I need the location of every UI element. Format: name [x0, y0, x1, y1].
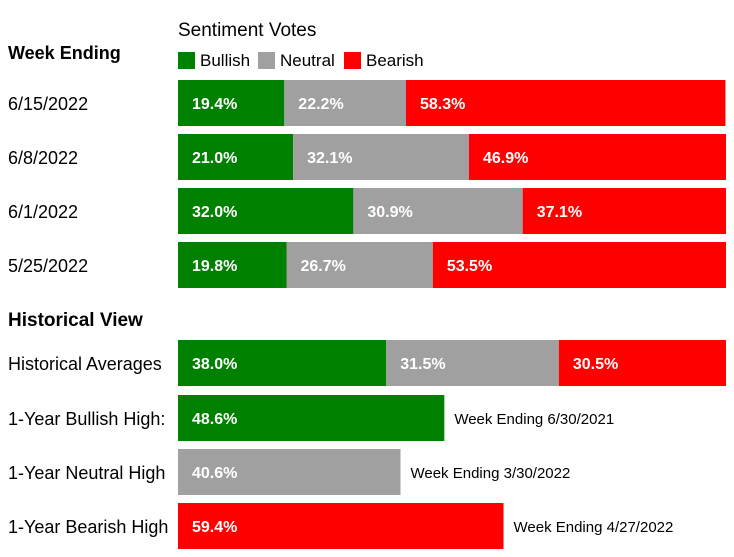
row-label-1-year-bearish-high: 1-Year Bearish High	[8, 517, 168, 537]
bar-6-15-2022-bearish	[405, 80, 726, 126]
bar-1-year-bullish-high	[178, 395, 445, 441]
bar-label-6-1-2022-bearish: 37.1%	[537, 204, 582, 221]
bar-label-5-25-2022-bullish: 19.8%	[192, 258, 237, 275]
bar-label-5-25-2022-bearish: 53.5%	[447, 258, 492, 275]
row-label-6-1-2022: 6/1/2022	[8, 202, 78, 222]
week-note-1-year-bearish-high: Week Ending 4/27/2022	[514, 519, 674, 536]
legend-swatch-bullish	[178, 52, 195, 69]
legend-swatch-neutral	[258, 52, 275, 69]
bar-6-8-2022-bullish	[178, 134, 294, 180]
historical-view-header: Historical View	[8, 310, 143, 331]
bar-label-6-1-2022-bullish: 32.0%	[192, 204, 237, 221]
bar-1-year-neutral-high	[178, 449, 401, 495]
bar-5-25-2022-bearish	[432, 242, 726, 288]
legend-label-neutral: Neutral	[280, 51, 335, 70]
bar-label-historical-averages-bearish: 30.5%	[573, 356, 618, 373]
bar-6-1-2022-neutral	[353, 188, 523, 234]
bar-6-8-2022-bearish	[468, 134, 726, 180]
bar-label-6-8-2022-neutral: 32.1%	[307, 150, 352, 167]
bar-label-6-1-2022-neutral: 30.9%	[367, 204, 412, 221]
legend-label-bearish: Bearish	[366, 51, 424, 70]
row-label-1-year-bullish-high: 1-Year Bullish High:	[8, 409, 165, 429]
weekly-rows: 6/15/2022 19.4% 22.2% 58.3% 6/8/2022 21.0% 32.…	[8, 80, 726, 288]
legend-swatch-bearish	[344, 52, 361, 69]
bar-label-5-25-2022-neutral: 26.7%	[301, 258, 346, 275]
bar-6-15-2022-bullish	[178, 80, 285, 126]
bar-label-1-year-bullish-high: 48.6%	[192, 411, 237, 428]
bar-historical-averages-bearish	[558, 340, 726, 386]
legend-title: Sentiment Votes	[178, 20, 316, 41]
bar-label-1-year-neutral-high: 40.6%	[192, 465, 237, 482]
bar-historical-averages-bullish	[178, 340, 387, 386]
row-label-historical-averages: Historical Averages	[8, 354, 162, 374]
bar-6-8-2022-neutral	[293, 134, 469, 180]
week-note-1-year-neutral-high: Week Ending 3/30/2022	[410, 465, 570, 482]
bar-5-25-2022-neutral	[286, 242, 433, 288]
row-label-6-15-2022: 6/15/2022	[8, 94, 88, 114]
bar-6-15-2022-neutral	[284, 80, 406, 126]
bar-label-6-8-2022-bearish: 46.9%	[483, 150, 528, 167]
row-label-6-8-2022: 6/8/2022	[8, 148, 78, 168]
bar-1-year-bearish-high	[178, 503, 504, 549]
bar-label-6-15-2022-bullish: 19.4%	[192, 96, 237, 113]
bar-label-historical-averages-bullish: 38.0%	[192, 356, 237, 373]
week-ending-header: Week Ending	[8, 43, 121, 63]
row-label-5-25-2022: 5/25/2022	[8, 256, 88, 276]
bar-6-1-2022-bullish	[178, 188, 354, 234]
bar-label-6-8-2022-bullish: 21.0%	[192, 150, 237, 167]
week-note-1-year-bullish-high: Week Ending 6/30/2021	[454, 411, 614, 428]
bar-label-historical-averages-neutral: 31.5%	[400, 356, 445, 373]
bar-6-1-2022-bearish	[522, 188, 726, 234]
bar-label-1-year-bearish-high: 59.4%	[192, 519, 237, 536]
bar-historical-averages-neutral	[386, 340, 559, 386]
bar-label-6-15-2022-neutral: 22.2%	[298, 96, 343, 113]
row-label-1-year-neutral-high: 1-Year Neutral High	[8, 463, 165, 483]
bar-5-25-2022-bullish	[178, 242, 287, 288]
legend: Bullish Neutral Bearish	[178, 51, 424, 70]
bar-label-6-15-2022-bearish: 58.3%	[420, 96, 465, 113]
historical-rows: Historical Averages 38.0% 31.5% 30.5% 1-Year…	[8, 340, 726, 549]
legend-label-bullish: Bullish	[200, 51, 250, 70]
